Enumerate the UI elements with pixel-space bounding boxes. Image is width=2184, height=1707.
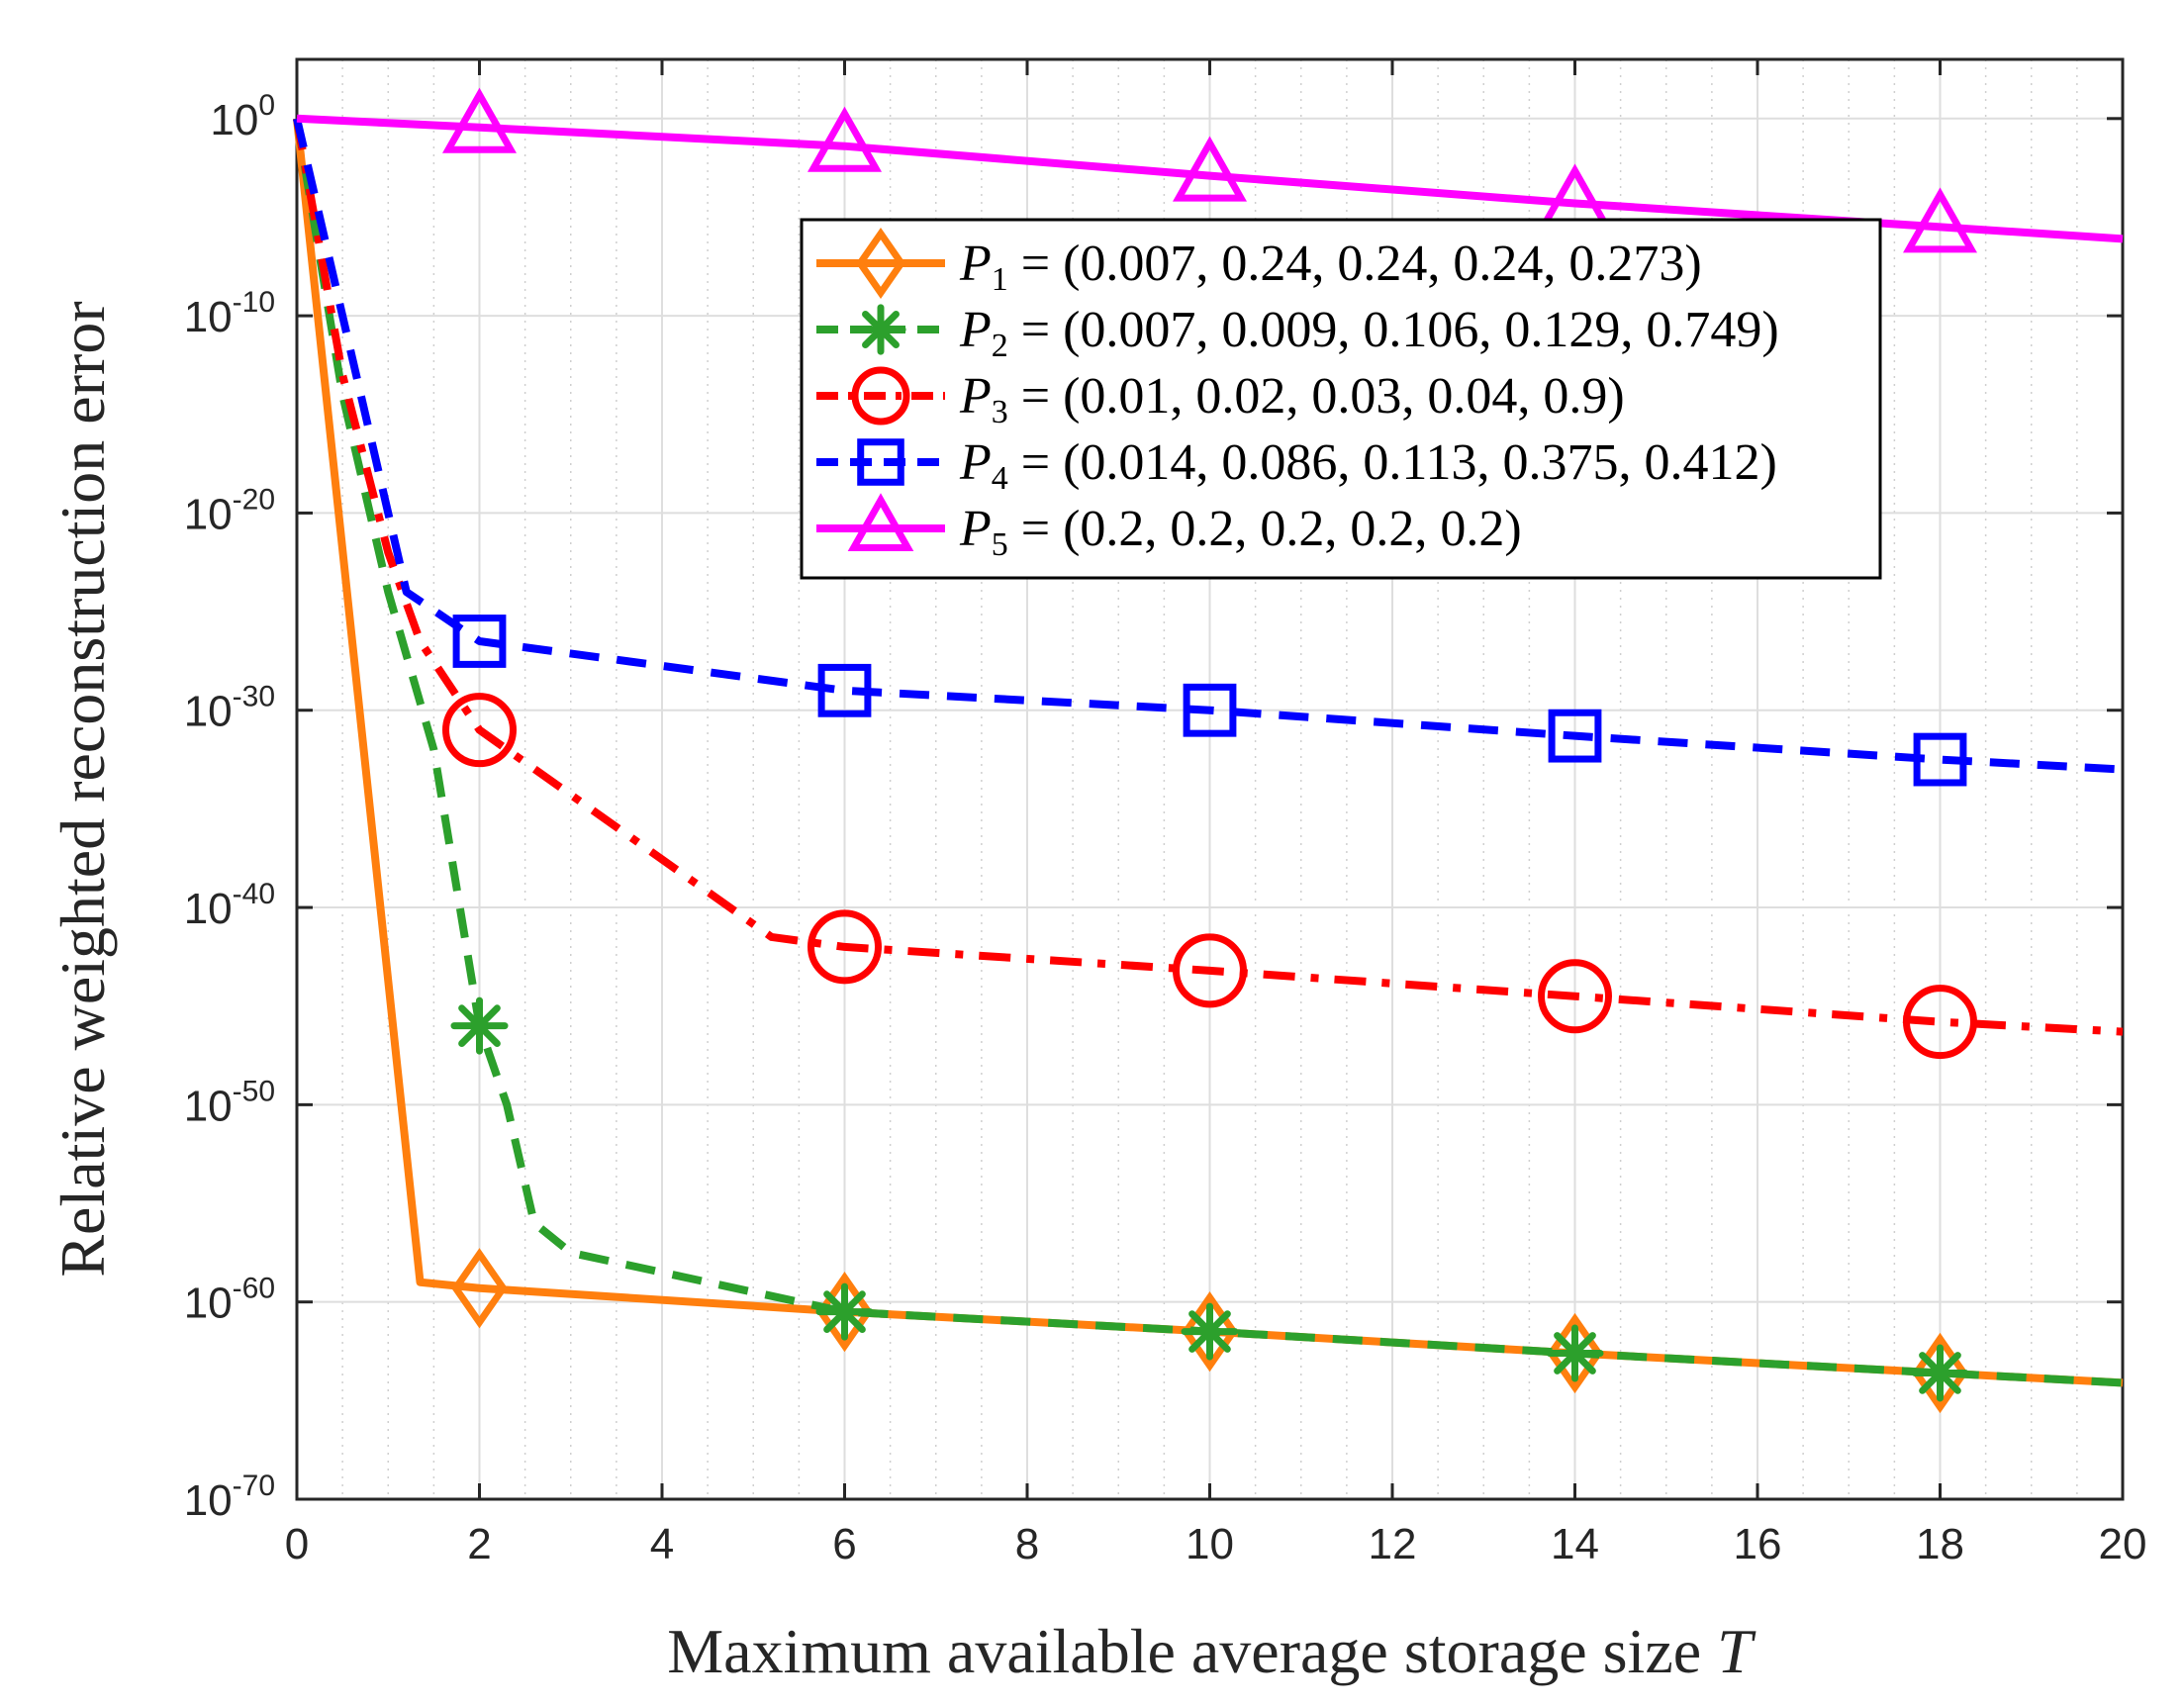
legend-label-P2: P2 = (0.007, 0.009, 0.106, 0.129, 0.749) — [959, 302, 1779, 364]
data-point-P1 — [451, 1248, 508, 1329]
y-tick-label: 10-70 — [184, 1470, 275, 1525]
legend-marker-P5 — [847, 493, 914, 551]
axis-ticks: 0 2 4 6 8 10 12 14 16 18 20 100 10-10 10-20 10-30 10-40… — [184, 59, 2147, 1568]
series-P3 — [293, 118, 2124, 1060]
x-tick-label: 14 — [1551, 1520, 1599, 1568]
x-tick-label: 6 — [832, 1520, 856, 1568]
data-point-P5 — [441, 87, 518, 153]
x-tick-label: 8 — [1015, 1520, 1039, 1568]
y-tick-label: 100 — [210, 89, 275, 144]
legend-box — [800, 218, 1882, 580]
legend-label-P1: P1 = (0.007, 0.24, 0.24, 0.24, 0.273) — [959, 236, 1702, 298]
legend-label-P4: P4 = (0.014, 0.086, 0.113, 0.375, 0.412) — [959, 434, 1777, 497]
x-tick-label: 2 — [467, 1520, 491, 1568]
series-P2 — [293, 118, 2124, 1402]
data-point-P4 — [1913, 732, 1967, 787]
data-point-P5 — [1172, 136, 1248, 202]
data-point-P3 — [807, 909, 882, 985]
x-axis-title-text: Maximum available average storage size — [667, 1616, 1701, 1686]
series-P4 — [293, 117, 2124, 787]
series-P5 — [296, 87, 2124, 253]
x-tick-label: 16 — [1734, 1520, 1782, 1568]
data-point-P5 — [1902, 187, 1978, 253]
data-point-P3 — [1173, 933, 1247, 1008]
legend-entry-P1: P1 = (0.007, 0.24, 0.24, 0.24, 0.273) — [816, 227, 1702, 300]
x-tick-label: 20 — [2099, 1520, 2147, 1568]
y-tick-label: 10-50 — [184, 1075, 275, 1130]
series-line-P4 — [293, 117, 2124, 774]
series-group — [293, 87, 2124, 1414]
y-tick-label: 10-60 — [184, 1273, 275, 1328]
data-point-P3 — [1903, 985, 1977, 1060]
y-tick-label: 10-30 — [184, 681, 275, 736]
y-tick-label: 10-10 — [184, 286, 275, 341]
legend-entry-P4: P4 = (0.014, 0.086, 0.113, 0.375, 0.412) — [816, 434, 1777, 497]
data-point-P4 — [1183, 683, 1237, 737]
legend-entry-P2: P2 = (0.007, 0.009, 0.106, 0.129, 0.749) — [816, 302, 1779, 364]
data-point-P2 — [815, 1282, 874, 1341]
x-axis-title: Maximum available average storage size T — [667, 1616, 1757, 1686]
data-point-P2 — [1911, 1344, 1969, 1402]
x-axis-title-variable: T — [1717, 1616, 1757, 1686]
x-tick-label: 12 — [1369, 1520, 1417, 1568]
data-point-P2 — [450, 996, 509, 1055]
data-point-P3 — [1538, 959, 1612, 1034]
data-point-P2 — [1181, 1302, 1239, 1361]
data-point-P2 — [1546, 1324, 1604, 1382]
data-point-P4 — [817, 663, 872, 717]
legend-marker-P4 — [857, 438, 904, 486]
legend-entry-P3: P3 = (0.01, 0.02, 0.03, 0.04, 0.9) — [816, 366, 1625, 430]
data-point-P5 — [807, 106, 883, 172]
data-point-P4 — [1548, 709, 1602, 763]
legend-marker-P1 — [855, 227, 906, 300]
x-tick-label: 4 — [650, 1520, 674, 1568]
x-tick-label: 10 — [1186, 1520, 1234, 1568]
y-axis-title: Relative weighted reconstruction error — [47, 301, 118, 1277]
legend-label-P3: P3 = (0.01, 0.02, 0.03, 0.04, 0.9) — [959, 368, 1625, 430]
series-line-P3 — [293, 118, 2124, 1036]
legend-entry-P5: P5 = (0.2, 0.2, 0.2, 0.2, 0.2) — [816, 493, 1522, 563]
y-tick-label: 10-20 — [184, 483, 275, 538]
legend-marker-P3 — [851, 366, 910, 426]
series-line-P5 — [296, 114, 2124, 243]
y-tick-label: 10-40 — [184, 878, 275, 933]
legend-label-P5: P5 = (0.2, 0.2, 0.2, 0.2, 0.2) — [959, 501, 1522, 563]
x-tick-label: 18 — [1916, 1520, 1964, 1568]
data-point-P3 — [442, 693, 517, 768]
x-tick-label: 0 — [285, 1520, 309, 1568]
legend-marker-P2 — [855, 304, 906, 355]
data-point-P4 — [452, 615, 507, 668]
legend: P1 = (0.007, 0.24, 0.24, 0.24, 0.273)P2 … — [800, 218, 1882, 580]
